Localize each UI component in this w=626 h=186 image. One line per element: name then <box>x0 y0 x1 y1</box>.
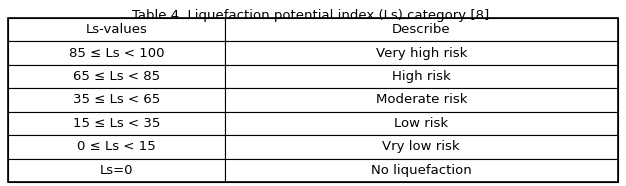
Bar <box>8 65 225 88</box>
Bar <box>225 65 618 88</box>
Bar <box>225 112 618 135</box>
Bar <box>225 88 618 112</box>
Text: No liquefaction: No liquefaction <box>371 164 471 177</box>
Text: 65 ≤ Ls < 85: 65 ≤ Ls < 85 <box>73 70 160 83</box>
Bar <box>225 135 618 159</box>
Text: Moderate risk: Moderate risk <box>376 94 467 107</box>
Bar <box>8 159 225 182</box>
Bar <box>8 18 225 41</box>
Text: Very high risk: Very high risk <box>376 47 467 60</box>
Text: Low risk: Low risk <box>394 117 448 130</box>
Bar <box>8 135 225 159</box>
Text: Ls=0: Ls=0 <box>100 164 133 177</box>
Text: Table 4. Liquefaction potential index (Ls) category [8].: Table 4. Liquefaction potential index (L… <box>132 9 494 22</box>
Text: Ls-values: Ls-values <box>85 23 147 36</box>
Text: Vry low risk: Vry low risk <box>382 140 460 153</box>
Bar <box>225 159 618 182</box>
Bar <box>8 41 225 65</box>
Text: 35 ≤ Ls < 65: 35 ≤ Ls < 65 <box>73 94 160 107</box>
Text: High risk: High risk <box>392 70 451 83</box>
Text: 0 ≤ Ls < 15: 0 ≤ Ls < 15 <box>77 140 156 153</box>
Text: 85 ≤ Ls < 100: 85 ≤ Ls < 100 <box>68 47 164 60</box>
Bar <box>8 88 225 112</box>
Bar <box>225 41 618 65</box>
Text: 15 ≤ Ls < 35: 15 ≤ Ls < 35 <box>73 117 160 130</box>
Text: Describe: Describe <box>392 23 451 36</box>
Bar <box>8 18 618 182</box>
Bar <box>8 112 225 135</box>
Bar <box>225 18 618 41</box>
